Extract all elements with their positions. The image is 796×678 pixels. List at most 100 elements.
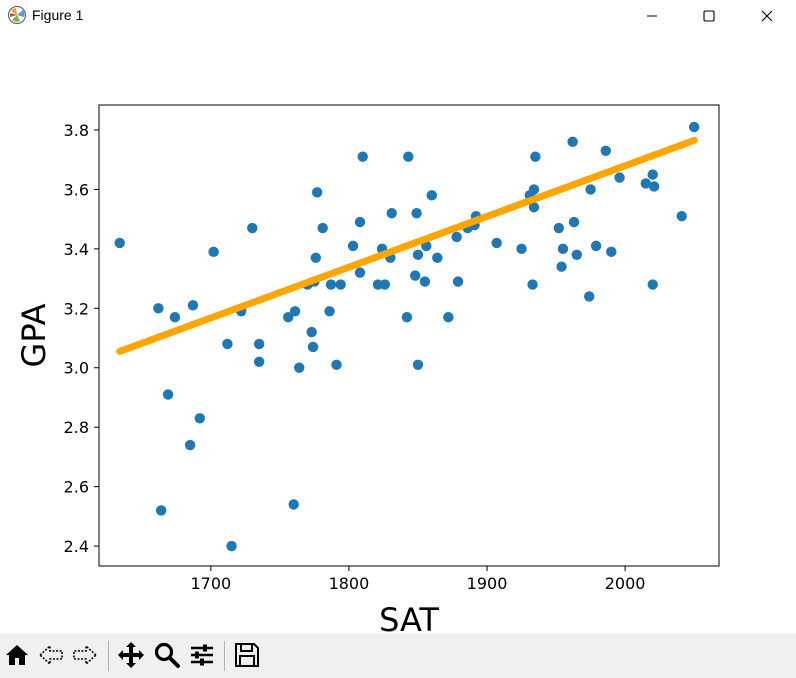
data-point [688,121,700,133]
data-point [253,356,265,368]
x-tick-label: 1700 [190,574,231,593]
home-button[interactable] [2,640,32,670]
data-point [307,341,319,353]
data-point [162,389,174,400]
data-point [528,202,540,213]
data-point [553,222,565,234]
data-point [567,136,578,148]
y-tick-label: 3.0 [64,359,89,378]
data-point [187,300,199,311]
y-tick-label: 3.6 [64,180,89,199]
data-point [527,279,538,290]
regression-line [116,136,698,355]
data-point [648,181,660,192]
data-point [585,184,596,195]
x-tick-label: 2000 [605,574,646,593]
y-axis-label: GPA [15,303,53,367]
data-point [226,540,237,552]
data-point [614,172,625,183]
y-tick-label: 2.4 [64,537,89,556]
data-point [335,279,346,290]
y-tick-label: 3.2 [64,299,89,318]
data-point [432,252,443,263]
data-point [426,190,437,201]
data-point [222,338,233,350]
data-point [410,270,421,281]
data-point [194,413,206,424]
data-point [401,312,413,323]
data-point [379,279,391,290]
y-axis-ticks: 2.4 2.6 2.8 3.0 3.2 3.4 3.6 3.8 [64,121,99,556]
save-icon [235,643,259,667]
data-point [184,439,196,451]
data-point [412,249,424,261]
data-point [557,243,569,255]
minimize-button[interactable] [623,0,681,31]
navigation-toolbar [0,633,796,678]
data-point [354,216,366,228]
data-point [530,151,541,162]
data-point [354,267,366,278]
data-point [412,359,424,370]
home-icon [6,645,28,665]
data-point [647,279,658,290]
forward-icon [73,644,98,666]
data-point [331,359,342,370]
forward-button[interactable] [70,640,100,670]
regression-line-group [116,136,698,355]
data-point [114,237,125,249]
data-point [676,210,687,222]
data-point [568,216,580,228]
data-point [310,252,321,263]
data-point [247,222,258,234]
data-point [443,312,454,323]
minimize-icon [647,15,657,16]
data-point [556,261,567,272]
save-button[interactable] [232,640,262,670]
x-axis-label: SAT [379,601,439,633]
data-point [647,169,658,180]
y-tick-label: 2.8 [64,418,89,437]
data-point [451,231,462,243]
data-point [288,499,299,510]
data-point [311,187,323,198]
data-point [208,246,219,258]
scatter-points [114,121,700,552]
window-title: Figure 1 [32,7,84,23]
x-tick-label: 1800 [329,574,370,593]
data-point [452,276,464,287]
data-point [571,249,582,261]
back-icon [38,644,63,666]
zoom-button[interactable] [152,640,182,670]
back-button[interactable] [36,640,66,670]
data-point [317,222,328,234]
configure-subplots-button[interactable] [187,640,217,670]
data-point [324,306,335,317]
data-point [528,184,540,195]
zoom-icon [154,642,180,668]
data-point [169,312,181,323]
data-point [325,279,337,290]
close-icon [761,10,773,21]
data-point [357,151,368,162]
figure-canvas[interactable]: 1700 1800 1900 2000 2.4 2.6 2.8 3.0 3.2 3.4 3.6 3.… [0,31,796,633]
data-point [282,312,294,323]
toolbar-separator [108,641,109,671]
pan-button[interactable] [116,640,146,670]
data-point [155,505,167,516]
data-point [289,306,301,317]
data-point [294,362,305,373]
close-button[interactable] [738,0,796,31]
data-point [590,240,602,252]
data-point [516,243,527,255]
data-point [386,207,397,219]
y-tick-label: 3.8 [64,121,89,140]
title-bar: Figure 1 [0,0,796,31]
maximize-button[interactable] [680,0,738,31]
pan-icon [118,642,144,668]
toolbar-separator [224,641,225,671]
data-point [419,276,431,287]
data-point [347,240,359,252]
data-point [584,291,595,302]
data-point [403,151,414,162]
